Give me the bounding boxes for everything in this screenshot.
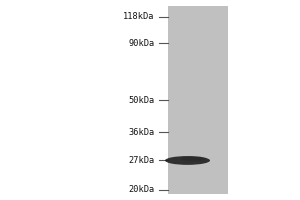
- Bar: [168, 6, 228, 194]
- Text: 36kDa: 36kDa: [128, 128, 154, 137]
- Ellipse shape: [165, 156, 210, 165]
- Text: 50kDa: 50kDa: [128, 96, 154, 105]
- Text: 90kDa: 90kDa: [128, 39, 154, 48]
- Text: 20kDa: 20kDa: [128, 185, 154, 194]
- Ellipse shape: [181, 156, 206, 162]
- Text: 118kDa: 118kDa: [123, 12, 154, 21]
- Text: 27kDa: 27kDa: [128, 156, 154, 165]
